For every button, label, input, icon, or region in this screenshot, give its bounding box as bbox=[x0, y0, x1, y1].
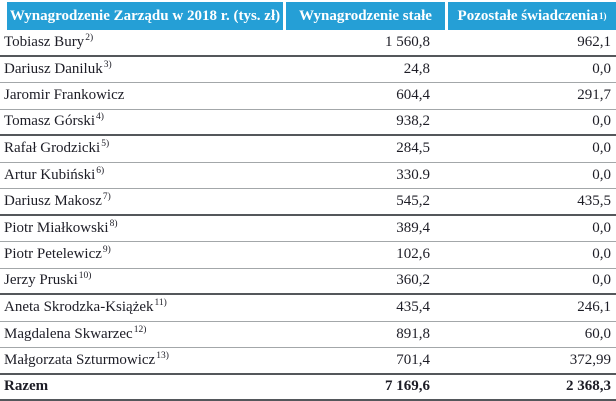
fixed-remuneration-value: 891,8 bbox=[396, 325, 430, 342]
other-benefits-value: 60,0 bbox=[584, 325, 611, 342]
fixed-remuneration-value: 389,4 bbox=[396, 219, 430, 236]
person-name: Artur Kubiński bbox=[4, 166, 96, 183]
person-name: Razem bbox=[4, 378, 49, 395]
person-name: Magdalena Skwarzec bbox=[4, 325, 133, 342]
footnote-marker: 6) bbox=[96, 165, 105, 176]
person-name-cell: Dariusz Daniluk3) bbox=[0, 59, 283, 78]
footnote-marker: 12) bbox=[133, 324, 147, 335]
footnote-marker: 8) bbox=[109, 218, 118, 229]
fixed-remuneration-value: 330.9 bbox=[396, 166, 430, 183]
footnote-marker: 13) bbox=[156, 350, 169, 361]
person-name: Piotr Petelewicz bbox=[4, 246, 102, 263]
person-name-cell: Rafał Grodzicki5) bbox=[0, 140, 283, 157]
table-row: Rafał Grodzicki5) 284,5 0,0 bbox=[0, 136, 616, 163]
fixed-remuneration-value: 1 560,8 bbox=[385, 33, 430, 50]
footnote-marker: 7) bbox=[102, 191, 111, 202]
person-name-cell: Tomasz Górski4) bbox=[0, 113, 283, 130]
person-name: Dariusz Daniluk bbox=[4, 60, 103, 77]
other-benefits-value: 962,1 bbox=[577, 33, 611, 50]
table-row: Tomasz Górski4) 938,2 0,0 bbox=[0, 110, 616, 136]
footnote-marker: 10) bbox=[78, 271, 92, 282]
person-name: Małgorzata Szturmowicz bbox=[4, 351, 156, 368]
person-name-cell: Piotr Petelewicz9) bbox=[0, 246, 283, 263]
other-benefits-value: 291,7 bbox=[577, 87, 611, 104]
person-name-cell: Jerzy Pruski10) bbox=[0, 272, 283, 289]
person-name: Piotr Miałkowski bbox=[4, 219, 109, 236]
person-name-cell: Jaromir Frankowicz bbox=[0, 87, 283, 104]
other-benefits-value: 0,0 bbox=[592, 166, 611, 183]
table-row: Jaromir Frankowicz 604,4 291,7 bbox=[0, 83, 616, 110]
table-row: Dariusz Daniluk3) 24,8 0,0 bbox=[0, 57, 616, 83]
fixed-remuneration-value: 284,5 bbox=[396, 140, 430, 157]
table-body: Tobiasz Bury2) 1 560,8 962,1 Dariusz Dan… bbox=[0, 30, 616, 401]
fixed-remuneration-value: 360,2 bbox=[396, 272, 430, 289]
table-row: Tobiasz Bury2) 1 560,8 962,1 bbox=[0, 30, 616, 57]
person-name-cell: Dariusz Makosz7) bbox=[0, 191, 283, 210]
fixed-remuneration-value: 545,2 bbox=[396, 192, 430, 209]
person-name-cell: Piotr Miałkowski8) bbox=[0, 218, 283, 237]
person-name-cell: Tobiasz Bury2) bbox=[0, 32, 283, 51]
table-header: Wynagrodzenie Zarządu w 2018 r. (tys. zł… bbox=[7, 2, 616, 30]
person-name-cell: Małgorzata Szturmowicz13) bbox=[0, 350, 283, 369]
person-name: Rafał Grodzicki bbox=[4, 140, 101, 157]
person-name-cell: Razem bbox=[0, 378, 283, 395]
total-row: Razem 7 169,6 2 368,3 bbox=[0, 375, 616, 401]
footnote-marker: 11) bbox=[154, 298, 167, 309]
person-name: Dariusz Makosz bbox=[4, 192, 102, 209]
footnote-marker: 3) bbox=[103, 59, 112, 70]
fixed-remuneration-value: 24,8 bbox=[403, 60, 430, 77]
fixed-remuneration-value: 938,2 bbox=[396, 113, 430, 130]
other-benefits-value: 0,0 bbox=[592, 60, 611, 77]
other-benefits-value: 435,5 bbox=[577, 192, 611, 209]
other-benefits-value: 0,0 bbox=[592, 113, 611, 130]
table-row: Magdalena Skwarzec12) 891,8 60,0 bbox=[0, 322, 616, 348]
footnote-marker: 9) bbox=[102, 245, 111, 256]
person-name: Jerzy Pruski bbox=[4, 272, 78, 289]
person-name: Aneta Skrodzka-Książek bbox=[4, 299, 154, 316]
header-other-benefits-label: Pozostałe świadczenia bbox=[457, 7, 598, 24]
footnote-marker: 5) bbox=[101, 139, 110, 150]
person-name: Tobiasz Bury bbox=[4, 33, 85, 50]
person-name-cell: Aneta Skrodzka-Książek11) bbox=[0, 299, 283, 316]
person-name-cell: Artur Kubiński6) bbox=[0, 165, 283, 184]
fixed-remuneration-value: 435,4 bbox=[396, 299, 430, 316]
person-name-cell: Magdalena Skwarzec12) bbox=[0, 324, 283, 343]
fixed-remuneration-value: 102,6 bbox=[396, 246, 430, 263]
footnote-marker: 2) bbox=[85, 32, 94, 43]
footnote-marker: 4) bbox=[96, 112, 104, 123]
other-benefits-value: 0,0 bbox=[592, 140, 611, 157]
table-row: Piotr Petelewicz9) 102,6 0,0 bbox=[0, 242, 616, 269]
other-benefits-value: 0,0 bbox=[592, 272, 611, 289]
table-row: Aneta Skrodzka-Książek11) 435,4 246,1 bbox=[0, 295, 616, 322]
header-cell-other-benefits: Pozostałe świadczenia 1) bbox=[448, 2, 616, 30]
fixed-remuneration-value: 701,4 bbox=[396, 351, 430, 368]
fixed-remuneration-value: 604,4 bbox=[396, 87, 430, 104]
other-benefits-value: 2 368,3 bbox=[566, 378, 611, 395]
header-cell-title: Wynagrodzenie Zarządu w 2018 r. (tys. zł… bbox=[7, 2, 283, 30]
other-benefits-value: 372,99 bbox=[569, 351, 611, 368]
person-name: Jaromir Frankowicz bbox=[4, 87, 125, 104]
header-cell-fixed-remuneration: Wynagrodzenie stałe bbox=[286, 2, 445, 30]
table-row: Artur Kubiński6) 330.9 0,0 bbox=[0, 163, 616, 189]
table-row: Małgorzata Szturmowicz13) 701,4 372,99 bbox=[0, 348, 616, 375]
other-benefits-value: 0,0 bbox=[592, 219, 611, 236]
fixed-remuneration-value: 7 169,6 bbox=[385, 378, 430, 395]
other-benefits-value: 246,1 bbox=[577, 299, 611, 316]
table-row: Dariusz Makosz7) 545,2 435,5 bbox=[0, 189, 616, 216]
person-name: Tomasz Górski bbox=[4, 113, 96, 130]
table-row: Piotr Miałkowski8) 389,4 0,0 bbox=[0, 216, 616, 242]
other-benefits-value: 0,0 bbox=[592, 246, 611, 263]
table-row: Jerzy Pruski10) 360,2 0,0 bbox=[0, 269, 616, 295]
